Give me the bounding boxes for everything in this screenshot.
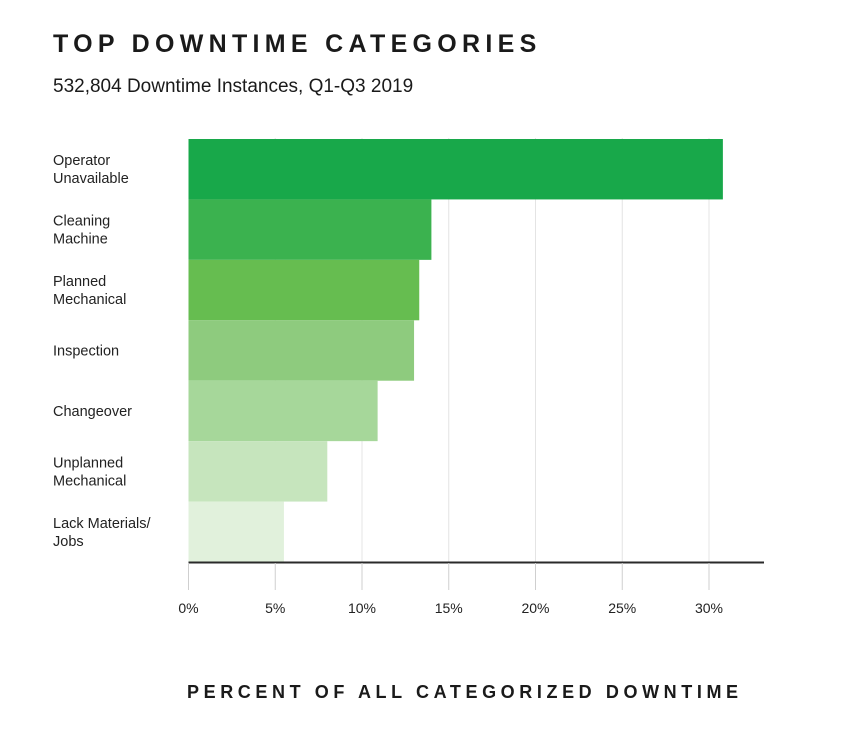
bar-3 bbox=[188, 320, 415, 381]
tick-label-0: 0% bbox=[178, 600, 198, 616]
category-label-1-1: Machine bbox=[53, 232, 108, 248]
category-label-5-1: Mechanical bbox=[53, 473, 126, 489]
category-label-3-0: Inspection bbox=[53, 344, 119, 360]
category-label-1-0: Cleaning bbox=[53, 214, 110, 230]
category-label-4-0: Changeover bbox=[53, 404, 132, 420]
chart-title: TOP DOWNTIME CATEGORIES bbox=[53, 30, 542, 58]
tick-label-3: 15% bbox=[435, 600, 463, 616]
chart-subtitle: 532,804 Downtime Instances, Q1-Q3 2019 bbox=[53, 76, 414, 97]
tick-label-6: 30% bbox=[695, 600, 723, 616]
bar-2 bbox=[188, 259, 420, 321]
category-label-6-0: Lack Materials/ bbox=[53, 516, 151, 532]
bar-5 bbox=[188, 441, 328, 502]
category-label-6-1: Jobs bbox=[53, 534, 84, 550]
tick-label-5: 25% bbox=[608, 600, 636, 616]
category-label-0-0: Operator bbox=[53, 153, 110, 169]
bar-0 bbox=[188, 139, 723, 200]
category-label-0-1: Unavailable bbox=[53, 171, 129, 187]
tick-label-4: 20% bbox=[521, 600, 549, 616]
tick-label-1: 5% bbox=[265, 600, 285, 616]
bar-4 bbox=[188, 380, 378, 442]
category-label-2-1: Mechanical bbox=[53, 292, 126, 308]
x-axis-title: PERCENT OF ALL CATEGORIZED DOWNTIME bbox=[187, 682, 743, 702]
tick-label-2: 10% bbox=[348, 600, 376, 616]
bar-6 bbox=[188, 501, 284, 562]
bar-1 bbox=[188, 199, 432, 260]
category-label-2-0: Planned bbox=[53, 274, 106, 290]
category-label-5-0: Unplanned bbox=[53, 455, 123, 471]
